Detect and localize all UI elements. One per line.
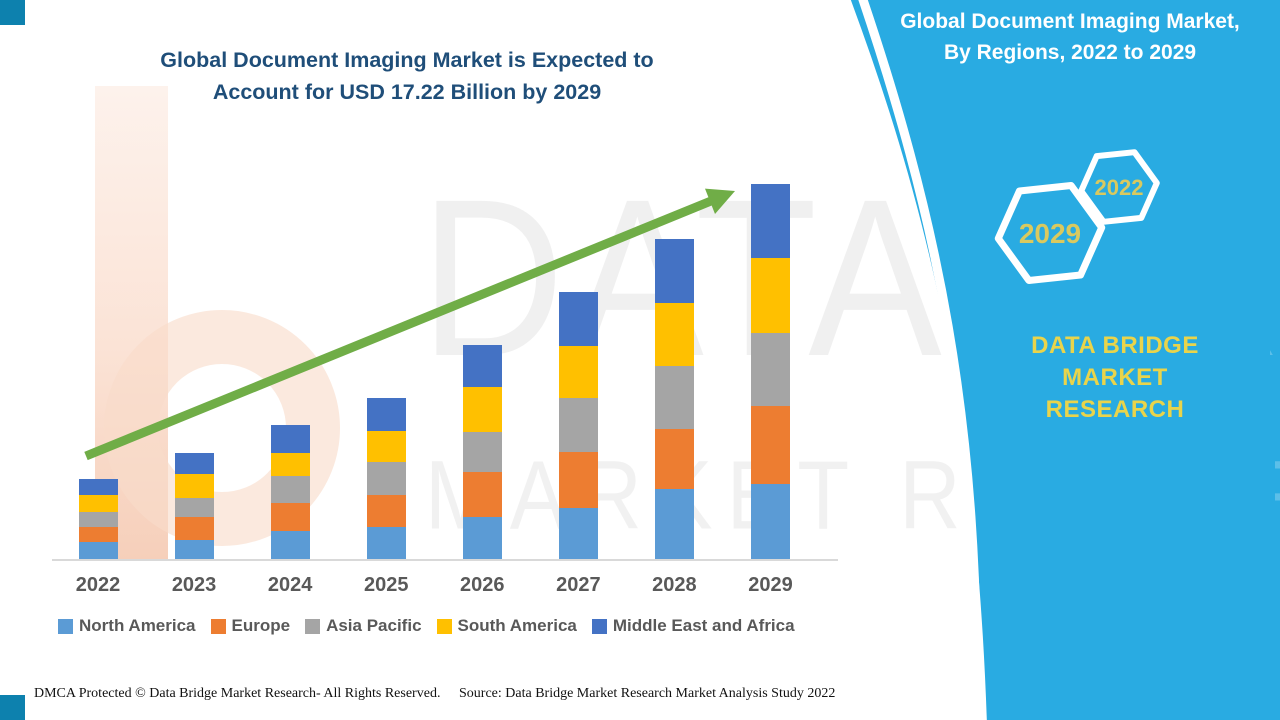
bar-segment-north-america-2028 — [654, 489, 694, 559]
corner-accent-top-left — [0, 0, 25, 25]
bar-2024 — [270, 424, 310, 559]
footer-source: Source: Data Bridge Market Research Mark… — [459, 686, 836, 701]
bar-segment-asia-pacific-2029 — [750, 332, 790, 406]
bar-segment-south-america-2023 — [174, 474, 214, 499]
legend-swatch-middle-east-and-africa — [591, 618, 607, 634]
bar-segment-middle-east-and-africa-2029 — [750, 184, 790, 259]
page-title-line1: Global Document Imaging Market is Expect… — [160, 48, 654, 72]
banner-title: Global Document Imaging Market, By Regio… — [860, 6, 1280, 68]
legend-swatch-north-america — [58, 618, 73, 634]
bar-segment-europe-2026 — [462, 471, 502, 517]
brand-name-line1: DATA BRIDGE MARKET — [1031, 332, 1199, 391]
banner-title-line1: Global Document Imaging Market, — [900, 10, 1240, 33]
bar-segment-asia-pacific-2027 — [558, 398, 598, 452]
bar-segment-europe-2024 — [270, 502, 310, 531]
bar-segment-south-america-2026 — [462, 386, 502, 432]
bar-segment-asia-pacific-2024 — [270, 475, 310, 503]
x-axis-label-2027: 2027 — [556, 574, 601, 596]
bar-segment-europe-2023 — [174, 517, 214, 541]
bar-2026 — [462, 344, 502, 559]
legend-label-south-america: South America — [457, 616, 577, 635]
page-title: Global Document Imaging Market is Expect… — [87, 44, 727, 108]
legend-item-middle-east-and-africa: Middle East and Africa — [591, 616, 795, 636]
bar-segment-north-america-2027 — [558, 508, 598, 559]
page-title-line2: Account for USD 17.22 Billion by 2029 — [212, 80, 602, 104]
legend-label-north-america: North America — [79, 616, 196, 635]
legend-label-europe: Europe — [231, 616, 291, 635]
bar-segment-europe-2028 — [654, 429, 694, 490]
legend-swatch-europe — [210, 618, 226, 634]
bar-2023 — [174, 453, 214, 559]
bar-segment-north-america-2026 — [462, 517, 502, 559]
bar-2022 — [78, 479, 118, 559]
bar-segment-north-america-2025 — [366, 527, 406, 559]
corner-accent-bottom-left — [0, 695, 25, 720]
bar-segment-middle-east-and-africa-2026 — [462, 344, 502, 387]
bar-2028 — [654, 239, 694, 559]
bar-segment-asia-pacific-2028 — [654, 366, 694, 430]
x-axis-label-2029: 2029 — [748, 574, 793, 596]
bar-segment-europe-2029 — [750, 405, 790, 484]
bar-segment-middle-east-and-africa-2024 — [270, 424, 310, 453]
legend-label-asia-pacific: Asia Pacific — [326, 616, 422, 635]
bar-segment-europe-2022 — [78, 527, 118, 542]
bar-segment-middle-east-and-africa-2025 — [366, 397, 406, 432]
bar-segment-north-america-2024 — [270, 530, 310, 559]
legend: North America Europe Asia Pacific South Ame… — [58, 616, 795, 636]
bar-segment-south-america-2027 — [558, 346, 598, 398]
bar-segment-middle-east-and-africa-2028 — [654, 239, 694, 304]
legend-label-middle-east-and-africa: Middle East and Africa — [612, 616, 795, 635]
x-axis-label-2022: 2022 — [75, 574, 121, 596]
x-axis-line — [52, 559, 838, 561]
bar-segment-middle-east-and-africa-2023 — [174, 453, 214, 475]
bar-segment-north-america-2022 — [78, 542, 118, 559]
legend-swatch-asia-pacific — [305, 618, 321, 634]
brand-name: DATA BRIDGE MARKET RESEARCH — [975, 330, 1255, 426]
legend-item-asia-pacific: Asia Pacific — [305, 616, 422, 636]
bar-segment-middle-east-and-africa-2022 — [78, 479, 118, 495]
x-axis-label-2024: 2024 — [267, 574, 313, 596]
bar-segment-europe-2027 — [558, 452, 598, 508]
bar-segment-south-america-2029 — [750, 258, 790, 333]
bar-segment-north-america-2023 — [174, 540, 214, 559]
legend-item-north-america: North America — [58, 616, 196, 636]
bar-segment-south-america-2028 — [654, 303, 694, 367]
bar-segment-asia-pacific-2026 — [462, 431, 502, 472]
bar-segment-south-america-2024 — [270, 452, 310, 476]
x-axis-label-2025: 2025 — [363, 574, 409, 596]
bar-segment-asia-pacific-2022 — [78, 512, 118, 527]
x-axis-label-2023: 2023 — [171, 574, 217, 596]
bar-segment-middle-east-and-africa-2027 — [558, 292, 598, 346]
footer-dmca: DMCA Protected © Data Bridge Market Rese… — [34, 686, 441, 701]
bar-segment-europe-2025 — [366, 495, 406, 527]
bar-2025 — [366, 397, 406, 559]
bar-2027 — [558, 292, 598, 559]
bar-segment-asia-pacific-2025 — [366, 461, 406, 495]
legend-item-south-america: South America — [436, 616, 577, 636]
legend-item-europe: Europe — [210, 616, 291, 636]
banner-title-line2: By Regions, 2022 to 2029 — [943, 41, 1197, 64]
bar-segment-south-america-2022 — [78, 495, 118, 512]
bar-segment-asia-pacific-2023 — [174, 498, 214, 518]
bar-segment-north-america-2029 — [750, 483, 790, 559]
bar-2029 — [750, 184, 790, 559]
brand-name-line2: RESEARCH — [1045, 396, 1185, 423]
x-axis-label-2026: 2026 — [460, 574, 505, 596]
bar-segment-south-america-2025 — [366, 431, 406, 462]
legend-swatch-south-america — [436, 618, 452, 634]
x-axis-label-2028: 2028 — [652, 574, 697, 596]
